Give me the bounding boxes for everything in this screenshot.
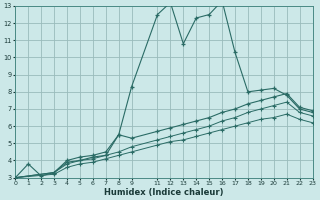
X-axis label: Humidex (Indice chaleur): Humidex (Indice chaleur): [104, 188, 224, 197]
